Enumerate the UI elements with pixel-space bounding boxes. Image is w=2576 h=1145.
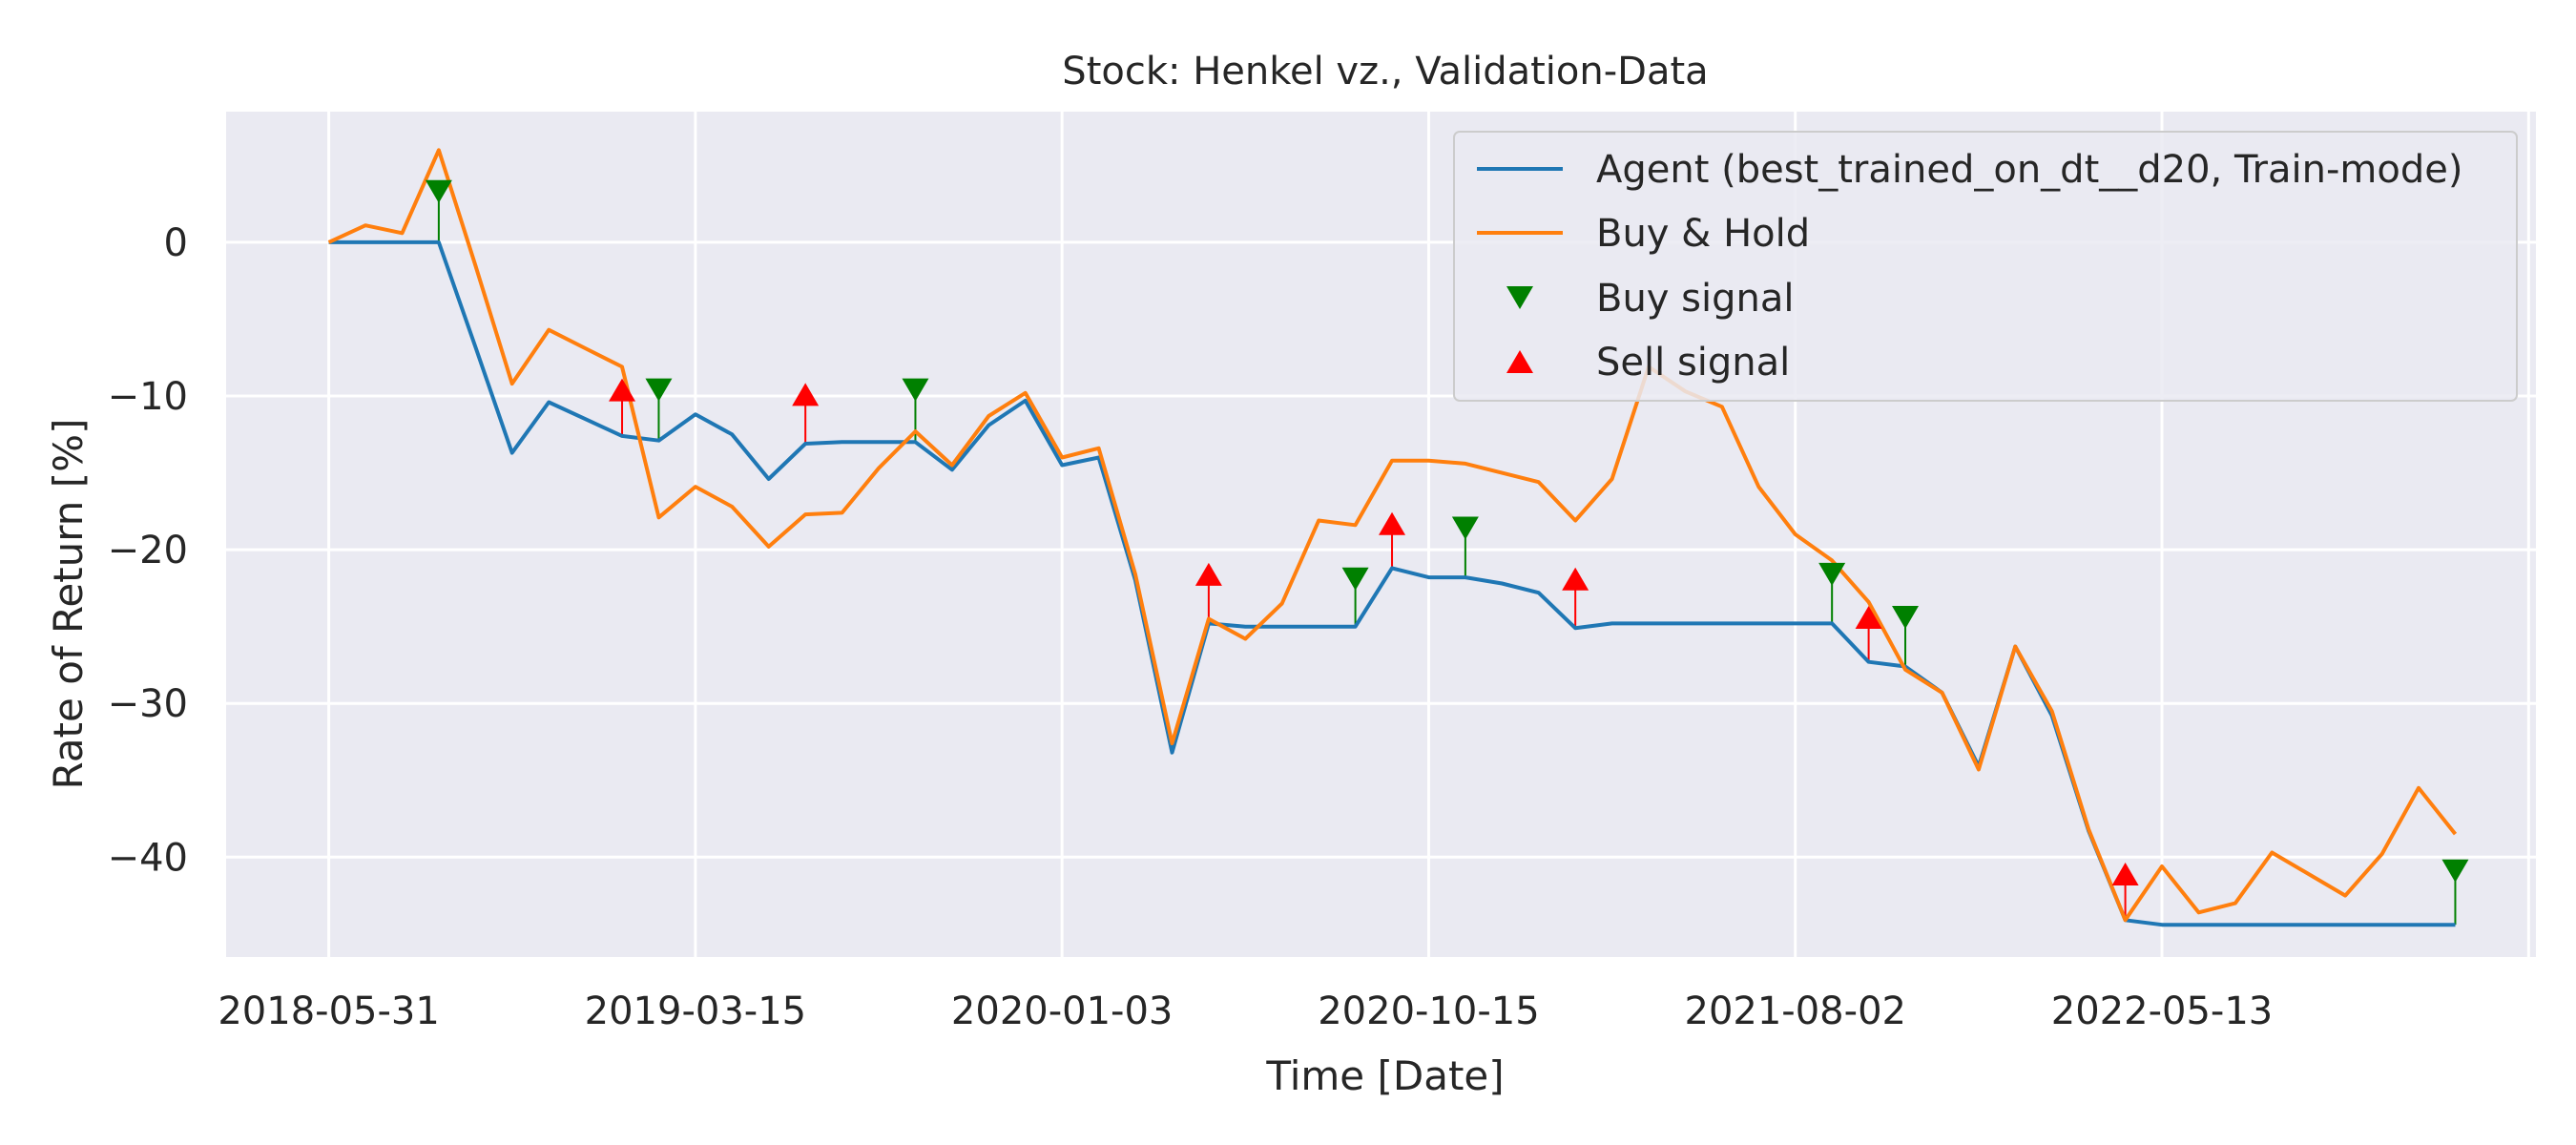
buy-signal-marker	[645, 378, 673, 402]
legend-buy-signal: Buy signal	[1506, 277, 1795, 321]
sell-signal-marker	[1855, 605, 1882, 629]
x-tick-label: 2020-01-03	[951, 989, 1173, 1033]
signal-markers	[425, 179, 2469, 886]
sell-signal-marker	[792, 383, 820, 406]
x-tick-label: 2020-10-15	[1318, 989, 1539, 1033]
buy-signal-marker	[1892, 605, 1920, 629]
x-tick-label: 2022-05-13	[2051, 989, 2273, 1033]
legend-buy-hold-label: Buy & Hold	[1596, 212, 1810, 256]
chart-title: Stock: Henkel vz., Validation-Data	[1062, 50, 1708, 94]
legend-buy-signal-label: Buy signal	[1596, 277, 1795, 321]
tick-labels: 0 −10 −20 −30 −40 2018-05-31 2019-03-15 2020-01…	[108, 221, 2274, 1033]
x-tick-label: 2019-03-15	[585, 989, 806, 1033]
sell-signal-marker	[1379, 511, 1406, 535]
buy-hold-series-line	[327, 148, 2458, 923]
legend-buy-hold: Buy & Hold	[1477, 212, 1810, 256]
legend-sell-signal-label: Sell signal	[1596, 341, 1790, 385]
legend-buy-signal-swatch	[1506, 286, 1533, 309]
x-axis-label: Time [Date]	[1265, 1052, 1504, 1099]
sell-signal-marker	[1562, 567, 1589, 591]
buy-signal-marker	[1341, 567, 1369, 591]
legend-agent-label: Agent (best_trained_on_dt__d20, Train-mo…	[1596, 148, 2462, 192]
buy-signal-marker	[1451, 516, 1479, 540]
legend-sell-signal-swatch	[1506, 350, 1533, 373]
sell-signal-marker	[2111, 863, 2139, 886]
y-tick-label: −30	[108, 682, 188, 726]
legend-box	[1453, 131, 2518, 402]
legend: Agent (best_trained_on_dt__d20, Train-mo…	[1453, 131, 2518, 402]
y-tick-label: −10	[108, 375, 188, 419]
x-tick-label: 2018-05-31	[218, 989, 439, 1033]
x-tick-label: 2021-08-02	[1685, 989, 1906, 1033]
legend-sell-signal: Sell signal	[1506, 341, 1790, 385]
y-tick-label: −40	[108, 836, 188, 880]
buy-signal-marker	[425, 179, 452, 203]
y-tick-label: −20	[108, 529, 188, 572]
buy-signal-marker	[1818, 562, 1846, 586]
legend-agent: Agent (best_trained_on_dt__d20, Train-mo…	[1477, 148, 2462, 192]
series-lines	[327, 148, 2458, 927]
y-tick-label: 0	[164, 221, 188, 265]
sell-signal-marker	[1195, 562, 1222, 586]
y-axis-label: Rate of Return [%]	[45, 419, 92, 790]
buy-signal-marker	[902, 378, 929, 402]
sell-signal-marker	[609, 378, 636, 402]
buy-signal-marker	[2441, 859, 2469, 883]
